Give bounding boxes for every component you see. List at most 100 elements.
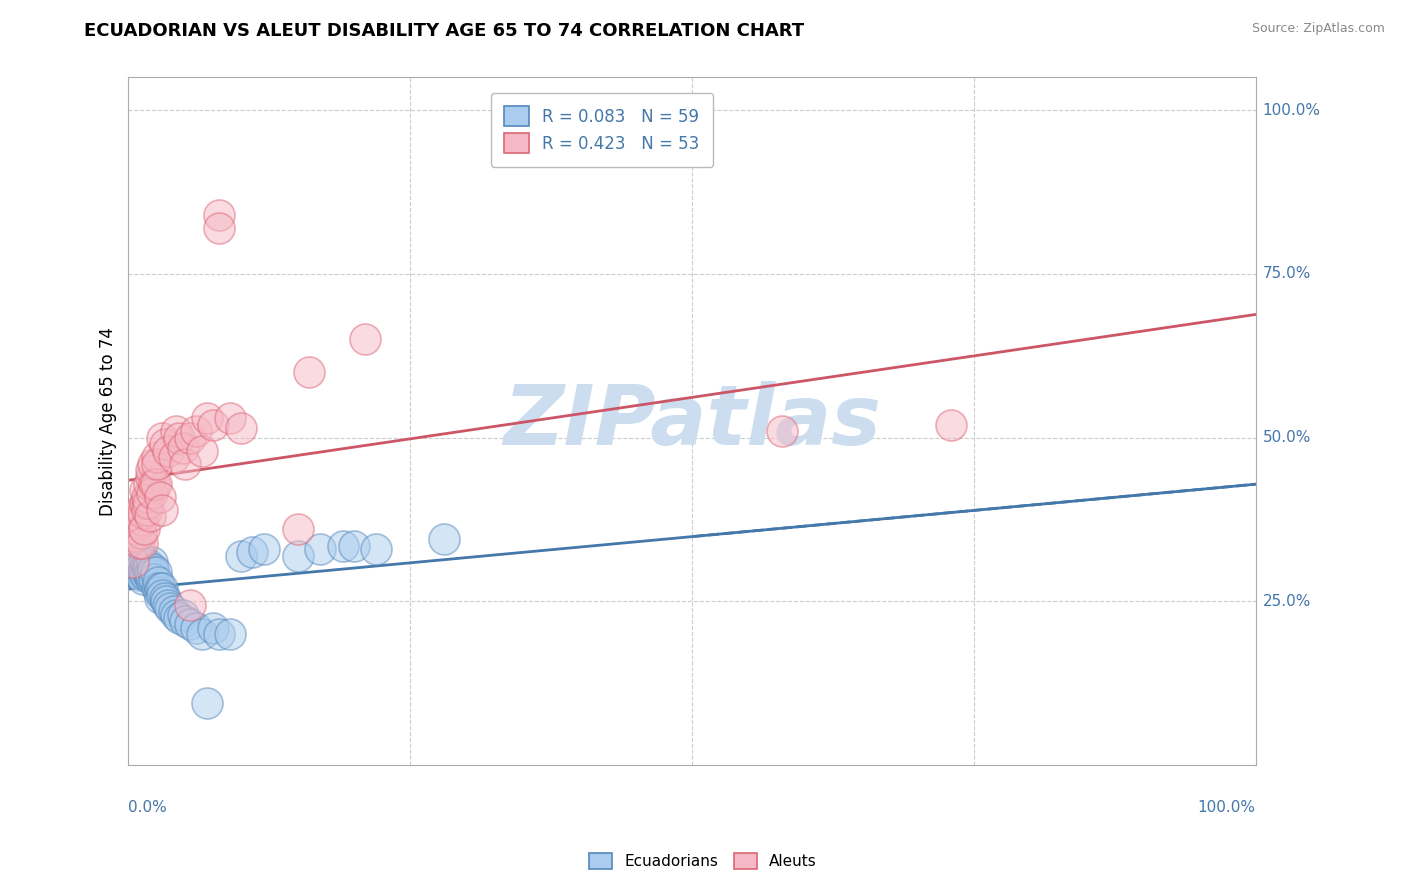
Point: [231, 421, 253, 435]
Point: [142, 457, 165, 471]
Point: [202, 621, 225, 635]
Point: [184, 424, 207, 438]
Point: [162, 450, 184, 465]
Point: [195, 696, 218, 710]
Point: [142, 565, 165, 579]
Point: [343, 539, 366, 553]
Point: [159, 601, 181, 615]
Point: [366, 542, 388, 557]
Point: [135, 558, 157, 573]
Point: [135, 565, 157, 579]
Point: [132, 506, 155, 520]
Point: [138, 476, 160, 491]
Point: [127, 509, 149, 524]
Point: [124, 529, 146, 543]
Point: [149, 591, 172, 606]
Point: [134, 523, 156, 537]
Point: [242, 545, 264, 559]
Point: [134, 483, 156, 497]
Point: [125, 562, 148, 576]
Point: [145, 457, 167, 471]
Point: [145, 450, 167, 465]
Point: [145, 582, 167, 596]
Point: [172, 441, 194, 455]
Point: [135, 490, 157, 504]
Point: [208, 627, 231, 641]
Point: [179, 431, 201, 445]
Point: [139, 463, 162, 477]
Point: [195, 411, 218, 425]
Point: [179, 598, 201, 612]
Point: [132, 565, 155, 579]
Point: [127, 565, 149, 579]
Point: [129, 525, 152, 540]
Point: [128, 502, 150, 516]
Point: [135, 502, 157, 516]
Text: Source: ZipAtlas.com: Source: ZipAtlas.com: [1251, 22, 1385, 36]
Point: [138, 558, 160, 573]
Point: [139, 470, 162, 484]
Point: [208, 208, 231, 222]
Text: 100.0%: 100.0%: [1198, 799, 1256, 814]
Point: [143, 476, 166, 491]
Point: [141, 555, 163, 569]
Point: [139, 572, 162, 586]
Point: [136, 562, 159, 576]
Point: [173, 457, 195, 471]
Point: [128, 568, 150, 582]
Point: [150, 588, 173, 602]
Text: 100.0%: 100.0%: [1263, 103, 1320, 118]
Point: [162, 604, 184, 618]
Point: [128, 516, 150, 530]
Point: [122, 509, 145, 524]
Point: [231, 549, 253, 563]
Point: [190, 443, 212, 458]
Point: [122, 565, 145, 579]
Point: [156, 443, 179, 458]
Point: [287, 523, 309, 537]
Point: [145, 476, 167, 491]
Point: [153, 591, 176, 606]
Legend: R = 0.083   N = 59, R = 0.423   N = 53: R = 0.083 N = 59, R = 0.423 N = 53: [491, 93, 713, 167]
Point: [131, 512, 153, 526]
Point: [354, 333, 377, 347]
Point: [167, 431, 190, 445]
Point: [941, 417, 963, 432]
Text: 25.0%: 25.0%: [1263, 594, 1310, 609]
Point: [253, 542, 276, 557]
Point: [153, 437, 176, 451]
Point: [167, 611, 190, 625]
Point: [155, 594, 177, 608]
Point: [146, 574, 169, 589]
Point: [150, 502, 173, 516]
Point: [309, 542, 332, 557]
Point: [148, 584, 170, 599]
Point: [202, 417, 225, 432]
Point: [139, 509, 162, 524]
Point: [134, 568, 156, 582]
Point: [128, 549, 150, 563]
Point: [134, 562, 156, 576]
Point: [143, 572, 166, 586]
Point: [433, 533, 456, 547]
Point: [190, 627, 212, 641]
Point: [141, 486, 163, 500]
Text: ZIPatlas: ZIPatlas: [503, 381, 882, 462]
Point: [150, 582, 173, 596]
Point: [132, 572, 155, 586]
Point: [150, 431, 173, 445]
Point: [139, 568, 162, 582]
Point: [770, 424, 793, 438]
Point: [219, 627, 242, 641]
Point: [122, 555, 145, 569]
Point: [287, 549, 309, 563]
Point: [184, 621, 207, 635]
Point: [138, 568, 160, 582]
Point: [149, 582, 172, 596]
Point: [128, 535, 150, 549]
Point: [131, 535, 153, 549]
Point: [134, 565, 156, 579]
Point: [298, 365, 321, 379]
Y-axis label: Disability Age 65 to 74: Disability Age 65 to 74: [100, 326, 117, 516]
Point: [131, 558, 153, 573]
